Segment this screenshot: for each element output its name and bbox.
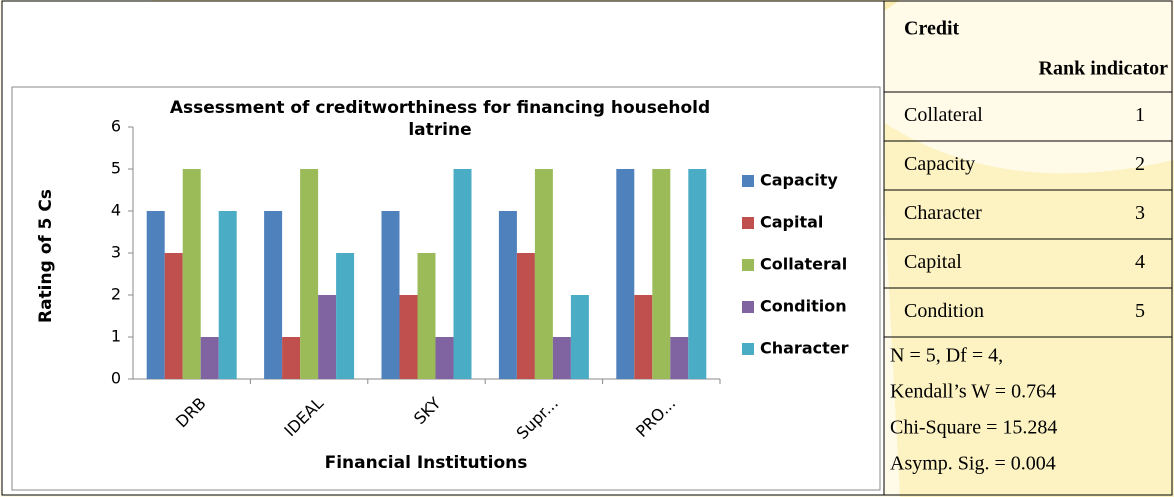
bar [570, 295, 589, 379]
chart-frame [11, 86, 881, 491]
bar [381, 211, 400, 379]
bar [200, 337, 219, 379]
bar [146, 211, 165, 379]
bar [399, 295, 418, 379]
table-header: Rank indicator [1039, 58, 1169, 80]
y-tick-label: 6 [111, 117, 121, 136]
cell: Character [904, 202, 982, 224]
y-axis-title: Rating of 5 Cs [36, 189, 56, 323]
legend-label: Collateral [760, 255, 847, 274]
bar [652, 169, 671, 379]
bar [218, 211, 237, 379]
legend-label: Capacity [760, 171, 838, 190]
bar [182, 169, 201, 379]
bar [264, 211, 283, 379]
bar [634, 295, 653, 379]
legend-swatch [742, 343, 754, 355]
bar [300, 169, 319, 379]
bar [670, 337, 689, 379]
stat-line: Kendall’s W = 0.764 [890, 381, 1056, 403]
cell: Capacity [904, 153, 975, 175]
cell: 4 [1135, 251, 1145, 273]
legend-swatch [742, 259, 754, 271]
legend-label: Capital [760, 213, 823, 232]
y-tick-label: 4 [111, 201, 121, 220]
stat-line: Chi-Square = 15.284 [890, 417, 1057, 439]
cell: 2 [1135, 153, 1145, 175]
stat-line: Asymp. Sig. = 0.004 [890, 453, 1056, 475]
cell: Capital [904, 251, 962, 273]
bar [336, 253, 355, 379]
bar [552, 337, 571, 379]
bar [282, 337, 301, 379]
legend-swatch [742, 301, 754, 313]
bar [435, 337, 454, 379]
y-tick-label: 2 [111, 285, 121, 304]
y-tick-label: 5 [111, 159, 121, 178]
table-frame [883, 0, 1173, 496]
bar [453, 169, 472, 379]
bar [417, 253, 436, 379]
title-line: latrine [408, 120, 471, 140]
chart-title: Assessment of creditworthiness for finan… [170, 98, 710, 140]
title-line: Assessment of creditworthiness for finan… [170, 98, 710, 118]
bar [516, 253, 535, 379]
bar [688, 169, 707, 379]
cell: 1 [1135, 104, 1145, 126]
bar [318, 295, 337, 379]
cell: Collateral [904, 104, 983, 126]
bar [164, 253, 183, 379]
cell: 3 [1135, 202, 1145, 224]
legend-label: Character [760, 339, 849, 358]
cell: Condition [904, 300, 984, 322]
y-tick-label: 3 [111, 243, 121, 262]
bar [534, 169, 553, 379]
legend-label: Condition [760, 297, 847, 316]
y-tick-label: 0 [111, 369, 121, 388]
x-axis-title: Financial Institutions [325, 453, 528, 473]
bar [616, 169, 635, 379]
bar [498, 211, 517, 379]
legend-swatch [742, 217, 754, 229]
stat-line: N = 5, Df = 4, [890, 345, 1003, 367]
legend-swatch [742, 175, 754, 187]
y-tick-label: 1 [111, 327, 121, 346]
table-header: Credit [904, 18, 960, 40]
cell: 5 [1135, 300, 1145, 322]
